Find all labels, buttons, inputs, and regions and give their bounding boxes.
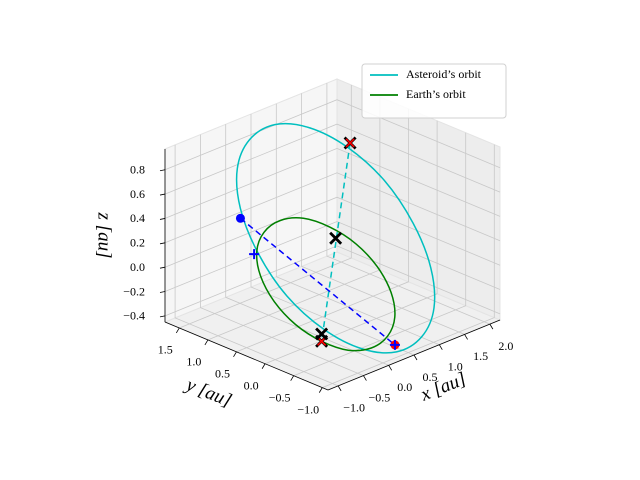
grid-line [199,134,364,376]
x-tick-label: 0.0 [397,380,412,394]
tick-mark [261,363,266,369]
z-tick-label: 0.6 [130,187,145,201]
dashed-line [239,217,396,346]
tick-mark [363,375,367,381]
grid-line [164,147,501,219]
grid-line [250,114,415,356]
grid-line [164,196,501,268]
x-tick-label: −1.0 [343,401,365,415]
cross-marker [329,231,343,245]
cross-marker [345,138,355,148]
tick-mark [489,323,494,330]
tick-mark [159,291,166,293]
grid-line [164,221,501,292]
grid-line [164,245,501,317]
grid-line [293,132,467,377]
grid-line [236,108,409,353]
cross-marker [315,327,329,341]
x-tick-label: 1.5 [473,349,488,363]
orbit-line [235,122,436,354]
z-tick-label: 0.0 [130,260,145,274]
z-axis-label: z [au] [94,212,115,259]
tick-mark [159,242,166,245]
axis-line [164,321,329,391]
x-tick-label: 0.5 [423,370,438,384]
legend-box [361,63,507,119]
y-tick-label: −1.0 [297,402,319,416]
tick-mark [337,385,342,392]
tick-mark [159,193,166,196]
grid-line [174,144,339,387]
tick-mark [159,218,166,220]
z-tick-label: 0.2 [130,236,145,250]
tick-mark [290,375,295,381]
tick-mark [159,315,166,318]
point-marker [235,213,245,223]
right-pane [336,78,501,321]
tick-mark [464,334,468,340]
y-tick-label: 0.5 [215,367,230,381]
x-tick-label: 2.0 [498,339,513,353]
z-tick-label: −0.4 [123,309,145,323]
grid-line [225,124,389,366]
plus-marker [249,249,260,260]
y-tick-label: 1.5 [158,343,173,357]
axis-line [327,319,501,391]
dashed-line [320,142,351,342]
orbit-line [255,217,396,352]
grid-line [322,144,495,388]
y-tick-label: 1.0 [186,355,201,369]
grid-line [164,172,501,244]
grid-line [326,83,491,325]
x-tick-label: −0.5 [369,390,391,404]
grid-line [301,93,465,335]
tick-mark [233,351,237,358]
tick-mark [388,365,393,371]
y-tick-label: 0.0 [244,379,259,393]
tick-mark [159,266,166,269]
grid-line [164,123,501,195]
tick-mark [413,354,418,361]
tick-mark [159,169,166,172]
z-tick-label: 0.4 [130,211,145,225]
z-tick-label: 0.8 [130,162,145,176]
grid-line [275,103,440,346]
tick-mark [438,344,443,350]
legend-label: Earth’s orbit [406,87,466,101]
plus-marker [389,339,400,350]
x-tick-label: 1.0 [448,359,463,373]
legend-label: Asteroid’s orbit [406,67,482,81]
grid-line [164,99,501,171]
y-tick-label: −0.5 [269,390,291,404]
tick-mark [175,327,180,334]
z-tick-label: −0.2 [123,284,145,298]
tick-mark [318,387,323,393]
tick-mark [204,339,209,346]
